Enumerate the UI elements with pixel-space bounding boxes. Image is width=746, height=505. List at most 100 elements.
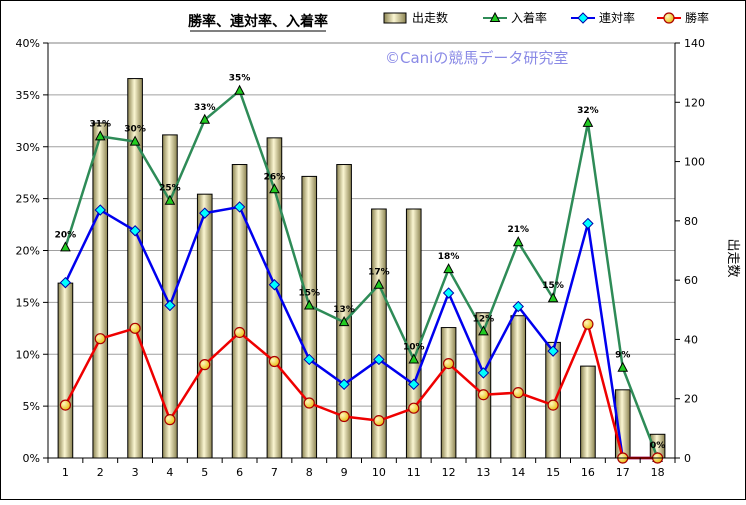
x-tick-label: 7	[271, 466, 278, 479]
left-tick-label: 5%	[23, 400, 40, 413]
left-tick-label: 25%	[16, 193, 40, 206]
bar	[57, 282, 74, 459]
legend-label: 勝率	[685, 10, 709, 25]
data-label: 35%	[229, 74, 251, 84]
x-tick-label: 17	[616, 466, 630, 479]
triangle-marker	[489, 11, 501, 22]
right-tick-label: 40	[684, 333, 698, 346]
circle-marker	[582, 318, 594, 330]
right-tick-label: 60	[684, 274, 698, 287]
diamond-marker	[268, 279, 281, 291]
circle-marker	[164, 414, 176, 426]
legend-item: 出走数	[383, 10, 448, 25]
right-tick-label: 20	[684, 393, 698, 406]
series-line-入着率	[64, 89, 659, 459]
x-tick-label: 6	[236, 466, 243, 479]
triangle-marker	[338, 316, 350, 327]
circle-marker	[94, 333, 106, 345]
circle-marker	[199, 359, 211, 371]
x-tick-label: 9	[341, 466, 348, 479]
chart-title: 勝率、連対率、入着率	[188, 13, 328, 30]
bar	[196, 193, 213, 459]
x-tick-label: 13	[476, 466, 490, 479]
data-label: 15%	[542, 281, 564, 291]
circle-marker	[442, 357, 455, 370]
triangle-marker	[547, 292, 559, 303]
triangle-marker	[512, 236, 524, 247]
triangle-marker	[582, 116, 594, 127]
data-label: 26%	[264, 172, 286, 182]
circle-marker	[268, 355, 281, 368]
triangle-marker	[269, 183, 280, 194]
diamond-marker	[477, 367, 490, 379]
bar	[92, 122, 109, 459]
data-label: 0%	[650, 441, 665, 451]
x-tick-label: 8	[306, 466, 313, 479]
data-label: 33%	[194, 103, 216, 113]
data-label: 30%	[124, 125, 146, 135]
legend: 出走数 入着率 連対率 勝率	[383, 10, 709, 25]
triangle-marker	[478, 325, 489, 336]
data-label: 12%	[473, 314, 495, 324]
x-tick-label: 11	[407, 466, 421, 479]
x-tick-label: 3	[132, 466, 139, 479]
x-tick-label: 5	[201, 466, 208, 479]
legend-label: 連対率	[599, 10, 635, 25]
bar	[301, 175, 318, 459]
data-label: 31%	[89, 119, 111, 129]
diamond-marker	[94, 204, 106, 216]
left-tick-label: 15%	[16, 296, 40, 309]
axes: 0%5%10%15%20%25%30%35%40%020406080100120…	[16, 37, 705, 479]
diamond-marker	[164, 299, 176, 312]
diamond-marker	[199, 207, 211, 219]
triangle-marker	[164, 194, 176, 205]
triangle-marker	[443, 263, 454, 274]
diamond-marker	[59, 276, 72, 289]
triangle-marker	[303, 299, 315, 310]
x-tick-label: 15	[546, 466, 560, 479]
triangle-marker	[408, 353, 420, 364]
circle-marker	[233, 326, 246, 339]
data-label: 25%	[159, 184, 181, 194]
legend-item: 入着率	[483, 10, 547, 25]
left-tick-label: 20%	[16, 245, 40, 258]
x-tick-label: 1	[62, 466, 69, 479]
right-tick-label: 120	[684, 96, 705, 109]
circle-marker	[663, 12, 675, 24]
triangle-marker	[234, 84, 245, 95]
circle-marker	[59, 399, 72, 411]
triangle-marker	[94, 130, 106, 141]
triangle-marker	[60, 241, 71, 252]
x-tick-label: 18	[651, 466, 665, 479]
right-tick-label: 0	[684, 452, 691, 465]
diamond-marker	[373, 353, 385, 366]
left-tick-label: 30%	[16, 141, 40, 154]
legend-item: 勝率	[657, 10, 709, 25]
circle-marker	[303, 397, 315, 409]
x-tick-label: 14	[511, 466, 525, 479]
diamond-marker	[577, 12, 589, 24]
diamond-marker	[582, 217, 594, 230]
diamond-marker	[233, 201, 246, 213]
bar	[510, 315, 527, 459]
data-label: 17%	[368, 268, 390, 278]
left-tick-label: 35%	[16, 89, 40, 102]
legend-item: 連対率	[571, 10, 635, 25]
x-tick-label: 4	[166, 466, 173, 479]
bar	[405, 208, 422, 459]
left-tick-label: 40%	[16, 37, 40, 50]
diamond-marker	[303, 353, 315, 366]
right-tick-label: 80	[684, 215, 698, 228]
data-label: 10%	[403, 342, 425, 352]
diamond-marker	[338, 378, 350, 391]
data-label: 9%	[615, 351, 630, 361]
watermark-text: ©Caniの競馬データ研究室	[385, 49, 568, 67]
diamond-marker	[408, 378, 420, 391]
data-labels: 20% 31% 30% 25% 33% 35% 26% 15% 13% 17% 10% 18% 12% 2…	[55, 74, 666, 451]
triangle-marker	[373, 278, 385, 289]
circle-marker	[373, 415, 385, 427]
data-label: 18%	[438, 252, 460, 262]
left-tick-label: 10%	[16, 348, 40, 361]
